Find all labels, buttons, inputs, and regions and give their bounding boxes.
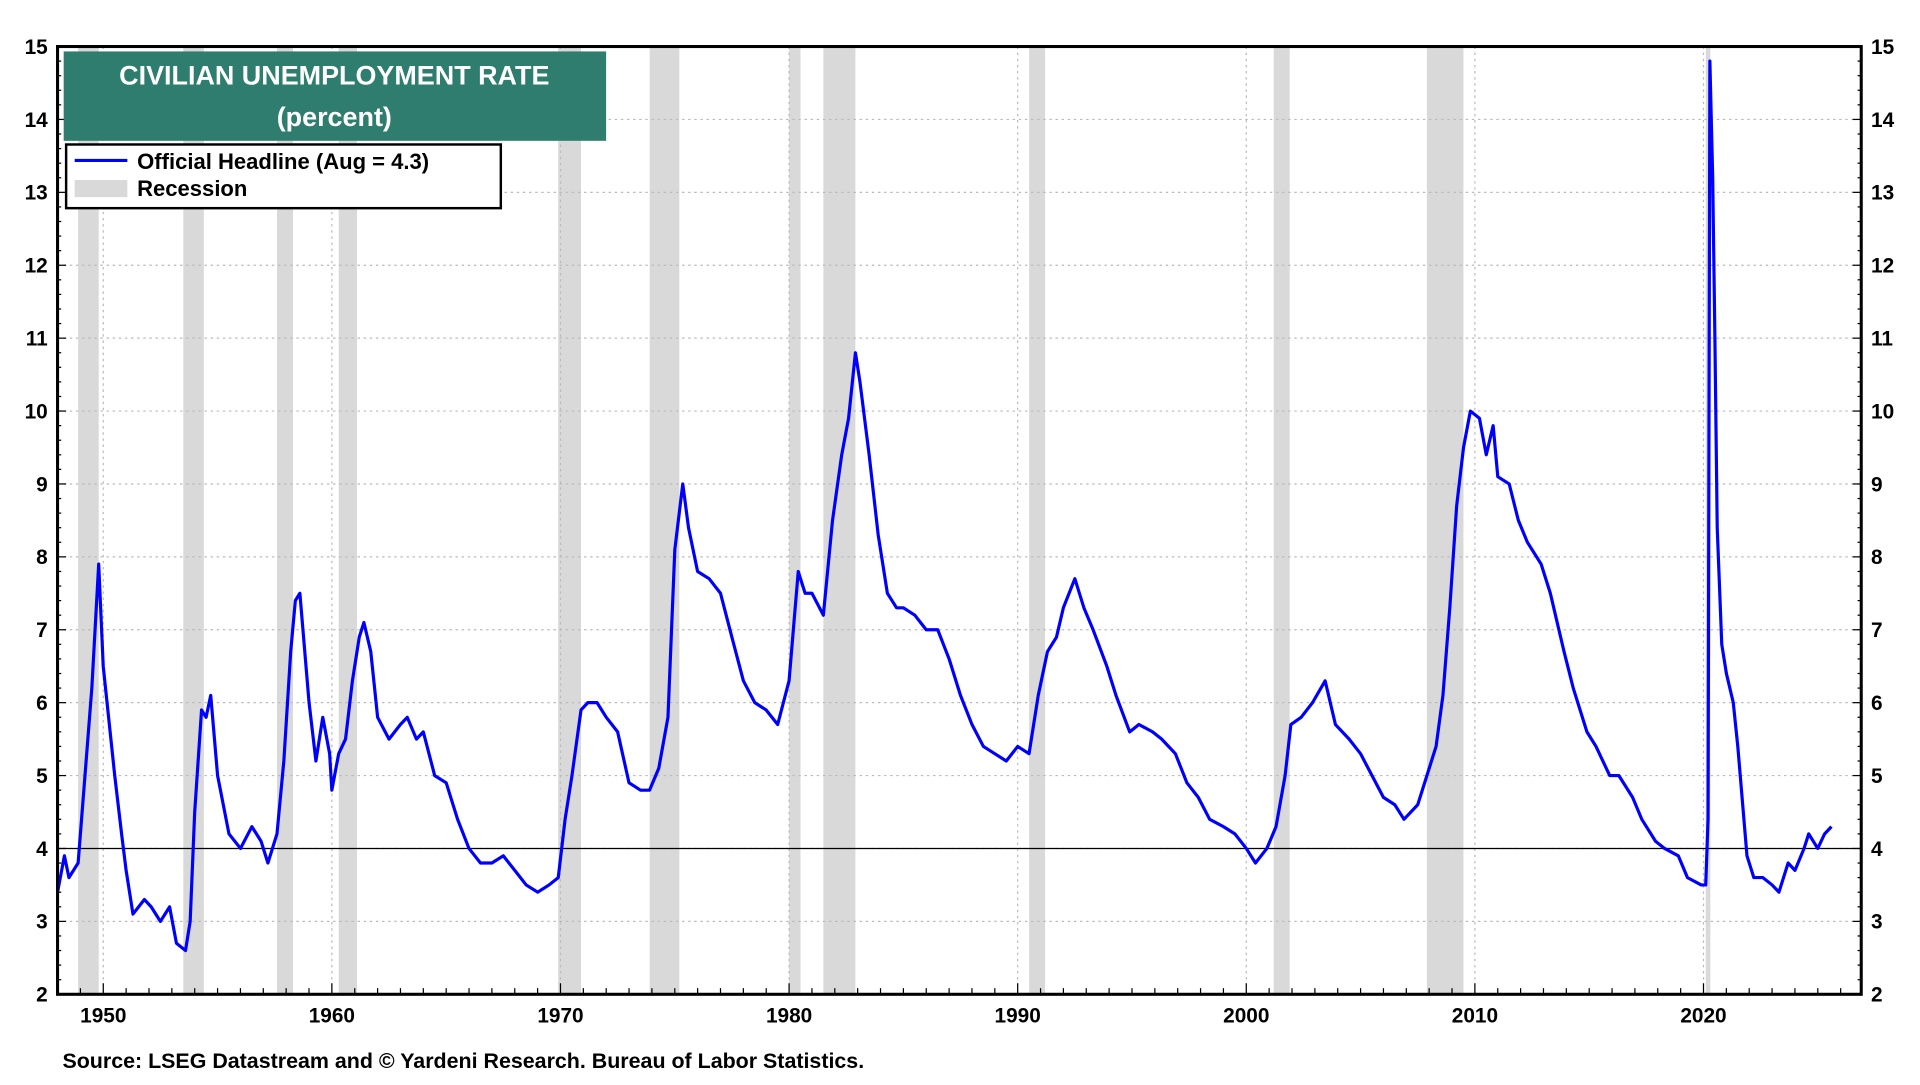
y-tick-label-right: 8 bbox=[1871, 546, 1883, 569]
y-tick-label-left: 10 bbox=[25, 400, 48, 423]
x-tick-label: 1960 bbox=[309, 1004, 355, 1027]
y-tick-label-right: 3 bbox=[1871, 911, 1883, 934]
x-tick-label: 2020 bbox=[1680, 1004, 1726, 1027]
recession-band bbox=[78, 46, 99, 995]
y-tick-label-left: 9 bbox=[36, 473, 48, 496]
recession-band bbox=[1029, 46, 1046, 995]
legend-label-recession: Recession bbox=[137, 176, 247, 201]
y-tick-label-right: 13 bbox=[1871, 182, 1894, 205]
x-tick-label: 1980 bbox=[766, 1004, 812, 1027]
legend-box bbox=[64, 143, 503, 210]
y-tick-label-right: 15 bbox=[1871, 36, 1894, 59]
y-tick-label-right: 14 bbox=[1871, 109, 1895, 132]
recession-band bbox=[277, 46, 294, 995]
recession-band bbox=[789, 46, 801, 995]
chart-title: CIVILIAN UNEMPLOYMENT RATE bbox=[119, 60, 549, 90]
y-tick-label-left: 14 bbox=[25, 109, 49, 132]
recession-band bbox=[1426, 46, 1464, 995]
y-tick-label-left: 8 bbox=[36, 546, 48, 569]
recession-bands bbox=[78, 46, 1711, 995]
source-note: Source: LSEG Datastream and © Yardeni Re… bbox=[62, 1049, 864, 1073]
y-tick-label-left: 7 bbox=[36, 619, 48, 642]
y-tick-label-left: 15 bbox=[25, 36, 48, 59]
x-tick-label: 2010 bbox=[1452, 1004, 1498, 1027]
legend-label-headline: Official Headline (Aug = 4.3) bbox=[137, 149, 429, 174]
legend: Official Headline (Aug = 4.3) Recession bbox=[64, 143, 503, 210]
recession-band bbox=[823, 46, 856, 995]
y-tick-label-right: 7 bbox=[1871, 619, 1883, 642]
y-tick-label-right: 2 bbox=[1871, 984, 1883, 1007]
y-tick-label-right: 10 bbox=[1871, 400, 1894, 423]
title-background bbox=[63, 51, 607, 141]
y-tick-label-left: 12 bbox=[25, 255, 48, 278]
y-tick-label-right: 12 bbox=[1871, 255, 1894, 278]
plot-frame bbox=[56, 45, 1863, 996]
x-tick-label: 1950 bbox=[80, 1004, 126, 1027]
x-tick-label: 1970 bbox=[537, 1004, 583, 1027]
recession-band bbox=[338, 46, 358, 995]
y-tick-label-right: 5 bbox=[1871, 765, 1883, 788]
y-tick-label-right: 11 bbox=[1871, 327, 1893, 350]
x-tick-label: 2000 bbox=[1223, 1004, 1269, 1027]
y-tick-label-left: 5 bbox=[36, 765, 48, 788]
y-tick-label-left: 11 bbox=[26, 327, 48, 350]
y-tick-label-left: 6 bbox=[36, 692, 48, 715]
recession-band bbox=[649, 46, 680, 995]
y-tick-label-right: 6 bbox=[1871, 692, 1883, 715]
y-tick-label-left: 2 bbox=[36, 984, 48, 1007]
y-tick-label-right: 9 bbox=[1871, 473, 1883, 496]
series-line-official-headline bbox=[55, 59, 1833, 953]
y-tick-label-right: 4 bbox=[1871, 838, 1883, 861]
legend-recession-swatch bbox=[74, 180, 128, 198]
chart-subtitle: (percent) bbox=[277, 102, 392, 132]
y-tick-label-left: 4 bbox=[36, 838, 48, 861]
recession-band bbox=[1273, 46, 1290, 995]
x-tick-label: 1990 bbox=[995, 1004, 1041, 1027]
y-tick-label-left: 13 bbox=[25, 182, 48, 205]
y-tick-label-left: 3 bbox=[36, 911, 48, 934]
title-box: CIVILIAN UNEMPLOYMENT RATE (percent) bbox=[63, 51, 607, 141]
